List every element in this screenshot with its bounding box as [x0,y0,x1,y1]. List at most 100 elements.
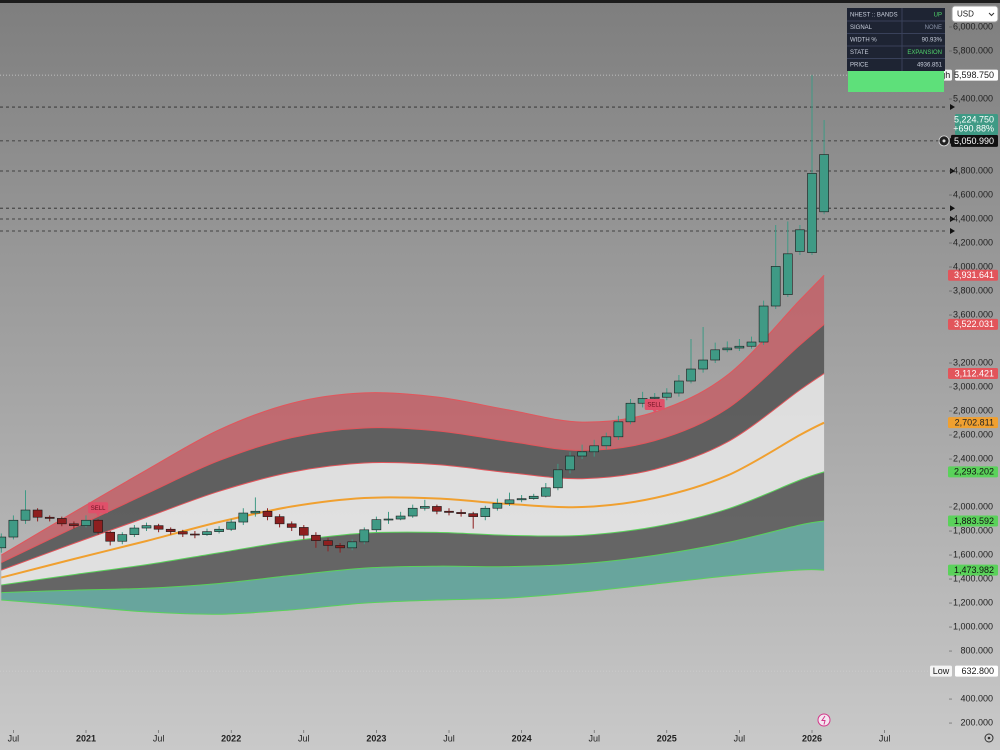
y-tick-label: 1,800.000 [953,525,993,535]
band-badge [948,466,998,478]
band-fill [1,324,825,571]
candle-body [105,531,115,542]
candle-body [190,533,200,536]
y-tick-label: 2,000.000 [953,501,993,511]
candle-body [625,402,636,423]
candle-body [480,507,491,517]
x-tick-label: Jul [298,733,310,743]
candle-body [129,527,140,535]
band-badge-label: 1,883.592 [954,516,994,526]
candle-body [770,266,781,307]
y-tick-label: 3,800.000 [953,285,993,295]
last-price-label: 5,224.750 [954,114,994,124]
candle-body [56,518,67,525]
band-line [1,569,825,615]
candle-body [407,507,418,517]
band-badge-label: 3,931.641 [954,270,994,280]
x-tick-label: Jul [153,733,165,743]
last-price-change: +690.88% [953,123,994,133]
table-title-value: UP [934,13,942,19]
signal-box [88,502,109,514]
candle-body [468,513,479,517]
candle-body [286,523,297,528]
candle-body [492,503,503,509]
band-fill [1,373,825,578]
band-badge-label: 3,522.031 [954,319,994,329]
x-tick-label: 2021 [76,733,96,743]
candle-body [758,305,769,343]
x-tick-label: Jul [879,733,891,743]
y-tick-label: 2,400.000 [953,453,993,463]
band-badge [948,318,998,330]
candle-body [540,487,551,497]
top-bar [0,0,1000,3]
candle-body [577,451,587,457]
price-line-badge [951,134,998,147]
candle-body [311,534,321,541]
bands [1,274,825,615]
candle-body [238,512,249,523]
level-marker [950,104,955,111]
gear[interactable] [984,733,994,743]
candle-body [432,506,442,512]
candle-body [226,521,236,530]
candle-body [782,253,793,295]
currency-label[interactable]: USD [957,10,974,19]
candle-body [20,509,31,521]
candle-body [165,528,176,532]
y-tick-label: 4,000.000 [953,261,993,271]
candle-body [323,540,333,546]
candle-body [589,445,600,453]
candle-body [722,347,733,351]
replay-icon[interactable] [817,713,831,727]
currency-select[interactable]: USD [951,5,999,23]
signal-box [644,399,665,411]
y-tick-label: 800.000 [960,645,993,655]
table-value: 90.93% [922,38,943,44]
candle-body [504,499,515,504]
state-swatch [848,71,944,92]
band-badge [948,368,998,380]
band-badge [948,564,998,576]
candle-body [698,359,708,370]
y-tick-label: 2,600.000 [953,429,993,439]
band-line [1,274,825,556]
y-tick-label: 1,400.000 [953,573,993,583]
band-badge-label: 3,112.421 [955,368,994,378]
y-tick-label: 400.000 [960,693,993,703]
candle-body [516,498,527,501]
band-badge-label: 2,293.202 [954,467,994,477]
table-value: 4936.851 [917,63,943,69]
candle-body [347,541,358,549]
candle-body [274,516,285,525]
x-tick-label: Jul [443,733,455,743]
band-badge [948,417,998,429]
band-fill [1,275,825,563]
candle-body [383,518,394,521]
level-marker [950,228,955,235]
y-tick-label: 5,800.000 [953,45,993,55]
indicator-table: NHEST :: BANDS UP SIGNAL NONE WIDTH % 90… [847,8,945,92]
extreme-badge-label: 632.800 [961,666,994,676]
signal-pointer [652,410,657,414]
candle-body [44,516,55,519]
currency-box[interactable] [951,5,999,23]
candle-body [419,506,430,509]
table-bg [847,8,945,71]
candle-body [81,519,91,526]
candle-body [359,529,370,543]
candle-body [178,531,188,535]
candle-body [456,512,466,514]
band-line [1,520,825,594]
y-tick-label: 3,200.000 [953,357,993,367]
settings-icon[interactable] [984,733,994,743]
candle-body [661,392,672,398]
x-tick-label: 2025 [657,733,677,743]
band-fill [1,422,825,586]
candle-body [371,519,382,531]
axes: 3,931.641 3,522.031 3,112.421 2,702.811 2,29… [8,21,998,743]
candle-body [649,396,660,399]
candle-body [298,527,309,536]
